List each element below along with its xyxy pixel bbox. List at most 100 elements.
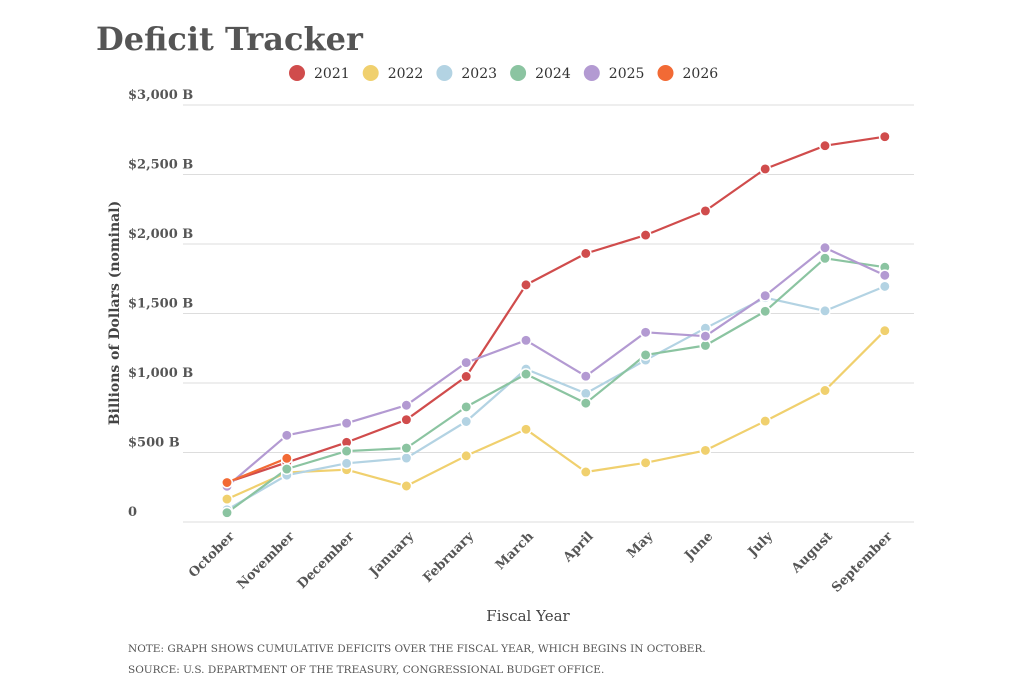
data-point-2021[interactable] [878, 130, 891, 143]
data-point-2022[interactable] [819, 384, 831, 397]
series-line-2021 [225, 135, 886, 484]
data-point-2024[interactable] [579, 397, 592, 410]
data-point-2025[interactable] [759, 289, 772, 302]
data-point-2022[interactable] [759, 415, 772, 428]
data-point-2025[interactable] [639, 326, 652, 339]
series-line-2024 [225, 257, 886, 514]
x-tick-label: November [234, 529, 297, 592]
data-point-2024[interactable] [759, 305, 772, 318]
legend-item[interactable]: 2022 [362, 65, 424, 82]
data-point-2024[interactable] [221, 506, 233, 519]
series-line-2022 [225, 329, 886, 501]
data-point-2025[interactable] [699, 330, 712, 343]
legend-label: 2022 [388, 66, 424, 82]
data-point-2023[interactable] [819, 304, 831, 317]
legend-item[interactable]: 2026 [657, 65, 719, 82]
legend-item[interactable]: 2025 [583, 65, 645, 82]
series-points [221, 130, 891, 519]
data-point-2024[interactable] [460, 400, 473, 413]
data-point-2026[interactable] [280, 452, 293, 465]
data-point-2021[interactable] [639, 229, 652, 242]
x-tick-label: October [186, 529, 238, 581]
data-point-2025[interactable] [340, 417, 353, 430]
y-tick-label: $1,500 B [128, 297, 193, 312]
data-point-2021[interactable] [819, 139, 831, 152]
legend-swatch [510, 65, 527, 81]
legend-swatch [362, 65, 379, 81]
y-tick-label: $500 B [128, 436, 180, 451]
data-point-2026[interactable] [221, 476, 233, 489]
data-point-2021[interactable] [460, 370, 473, 383]
data-point-2023[interactable] [460, 415, 473, 428]
series-lines [225, 135, 886, 514]
legend-label: 2026 [683, 66, 719, 82]
legend-swatch [583, 65, 600, 81]
y-tick-label: 0 [128, 505, 137, 520]
legend-item[interactable]: 2024 [510, 65, 571, 82]
data-point-2025[interactable] [460, 356, 473, 369]
x-tick-label: May [624, 529, 656, 561]
legend-label: 2024 [535, 66, 571, 82]
data-point-2022[interactable] [221, 493, 233, 506]
data-point-2023[interactable] [579, 387, 592, 400]
legend-item[interactable]: 2021 [289, 65, 350, 82]
data-point-2024[interactable] [639, 348, 652, 361]
grid-lines [183, 104, 914, 523]
data-point-2021[interactable] [579, 247, 592, 260]
y-tick-label: $1,000 B [128, 366, 193, 381]
data-point-2022[interactable] [520, 423, 532, 436]
series-line-2025 [225, 246, 886, 488]
legend-label: 2021 [314, 66, 350, 82]
x-tick-label: December [295, 529, 358, 592]
data-point-2025[interactable] [878, 269, 891, 282]
y-tick-label: $3,000 B [128, 88, 193, 103]
legend-label: 2025 [609, 66, 645, 82]
data-point-2025[interactable] [520, 334, 532, 347]
data-point-2023[interactable] [878, 280, 891, 293]
data-point-2022[interactable] [579, 466, 592, 478]
data-point-2024[interactable] [400, 442, 413, 455]
x-tick-label: April [560, 529, 597, 566]
chart-title: Deficit Tracker [96, 20, 364, 58]
data-point-2021[interactable] [699, 204, 712, 217]
data-point-2025[interactable] [819, 241, 831, 254]
legend-swatch [289, 65, 305, 81]
y-tick-label: $2,000 B [128, 227, 193, 242]
x-tick-label: August [788, 529, 836, 577]
y-tick-label: $2,500 B [128, 158, 193, 173]
x-tick-label: September [829, 529, 896, 596]
legend-swatch [436, 65, 453, 81]
legend-item[interactable]: 2023 [436, 65, 497, 82]
series-line-2026 [225, 457, 288, 484]
chart-note: NOTE: GRAPH SHOWS CUMULATIVE DEFICITS OV… [128, 643, 706, 655]
data-point-2023[interactable] [340, 457, 353, 470]
data-point-2022[interactable] [878, 324, 891, 337]
data-point-2024[interactable] [520, 368, 532, 381]
data-point-2024[interactable] [340, 445, 353, 458]
data-point-2024[interactable] [819, 252, 831, 265]
data-point-2021[interactable] [520, 278, 532, 291]
data-point-2025[interactable] [579, 370, 592, 383]
data-point-2022[interactable] [639, 456, 652, 469]
data-point-2024[interactable] [280, 463, 293, 475]
data-point-2021[interactable] [400, 413, 413, 426]
data-point-2022[interactable] [460, 449, 473, 462]
x-tick-label: March [493, 529, 537, 573]
x-tick-label: February [420, 529, 477, 586]
data-point-2025[interactable] [280, 429, 293, 442]
x-axis-label: Fiscal Year [486, 607, 570, 625]
data-point-2021[interactable] [759, 162, 772, 175]
data-point-2023[interactable] [400, 452, 413, 465]
x-tick-label: July [745, 529, 776, 560]
x-tick-label: January [366, 529, 417, 580]
data-point-2022[interactable] [400, 480, 413, 492]
chart-source: SOURCE: U.S. DEPARTMENT OF THE TREASURY,… [128, 664, 604, 676]
series-line-2023 [225, 285, 886, 511]
data-point-2022[interactable] [699, 444, 712, 457]
legend-swatch [657, 65, 674, 81]
data-point-2025[interactable] [400, 399, 413, 412]
x-tick-label: June [681, 529, 716, 564]
y-axis-label: Billions of Dollars (nominal) [107, 201, 123, 425]
